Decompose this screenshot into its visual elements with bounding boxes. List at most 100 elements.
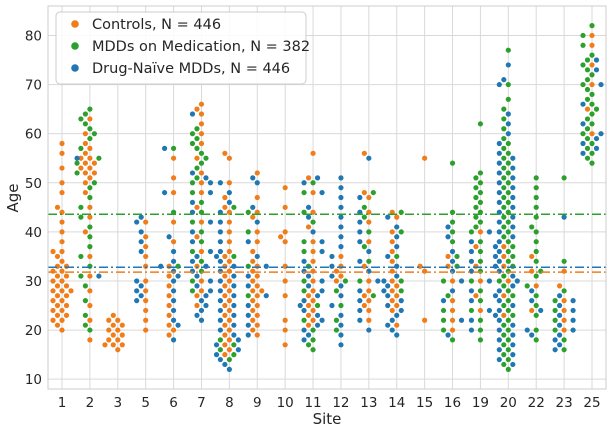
data-point bbox=[458, 317, 465, 323]
x-tick-label: 11 bbox=[304, 395, 321, 411]
data-point bbox=[449, 229, 456, 235]
data-point bbox=[394, 302, 400, 309]
data-point bbox=[245, 263, 251, 269]
y-tick-label: 80 bbox=[25, 28, 42, 44]
data-point bbox=[477, 239, 484, 245]
data-point bbox=[477, 278, 484, 284]
data-point bbox=[59, 278, 65, 284]
data-point bbox=[329, 253, 335, 260]
x-tick-label: 6 bbox=[169, 395, 178, 411]
data-point bbox=[314, 175, 321, 181]
data-point bbox=[305, 342, 312, 348]
data-point bbox=[82, 121, 88, 127]
data-point bbox=[63, 302, 70, 309]
data-point bbox=[510, 224, 516, 230]
data-point bbox=[589, 42, 595, 48]
data-point bbox=[589, 91, 595, 97]
data-point bbox=[510, 234, 516, 240]
data-point bbox=[305, 224, 312, 230]
data-point bbox=[361, 214, 367, 220]
data-point bbox=[561, 337, 567, 343]
data-point bbox=[319, 248, 325, 255]
data-point bbox=[59, 307, 65, 314]
data-point bbox=[342, 278, 349, 284]
data-point bbox=[78, 116, 84, 122]
data-point bbox=[194, 302, 200, 309]
data-point bbox=[59, 219, 65, 225]
legend-entry: Drug-Naïve MDDs, N = 446 bbox=[92, 61, 290, 77]
data-point bbox=[505, 347, 511, 353]
data-point bbox=[119, 332, 125, 338]
data-point bbox=[87, 145, 93, 151]
data-point bbox=[82, 229, 88, 235]
data-point bbox=[222, 312, 228, 318]
data-point bbox=[501, 116, 507, 122]
data-point bbox=[250, 258, 256, 264]
data-point bbox=[50, 268, 56, 274]
data-point bbox=[486, 307, 493, 314]
data-point bbox=[589, 72, 595, 78]
data-point bbox=[366, 239, 372, 245]
data-point bbox=[194, 126, 200, 132]
data-point bbox=[222, 361, 228, 368]
data-point bbox=[533, 214, 539, 220]
data-point bbox=[366, 298, 372, 304]
data-point bbox=[59, 239, 65, 245]
data-point bbox=[245, 332, 251, 338]
data-point bbox=[310, 229, 316, 235]
data-point bbox=[501, 194, 507, 201]
data-point bbox=[259, 288, 265, 294]
data-point bbox=[505, 239, 511, 245]
data-point bbox=[166, 302, 172, 309]
data-point bbox=[78, 155, 84, 161]
data-point bbox=[250, 268, 256, 274]
data-point bbox=[501, 263, 507, 269]
data-point bbox=[394, 214, 400, 220]
data-point bbox=[175, 273, 181, 279]
data-point bbox=[282, 239, 288, 245]
data-point bbox=[166, 234, 172, 240]
data-point bbox=[175, 322, 181, 328]
data-point bbox=[78, 214, 84, 220]
data-point bbox=[501, 126, 507, 132]
data-point bbox=[477, 229, 484, 235]
y-axis-title: Age bbox=[4, 183, 22, 212]
data-point bbox=[449, 268, 456, 274]
data-point bbox=[82, 150, 88, 156]
data-point bbox=[445, 253, 451, 260]
data-point bbox=[91, 131, 97, 137]
data-point bbox=[510, 342, 516, 348]
data-point bbox=[226, 366, 232, 372]
data-point bbox=[357, 229, 363, 235]
data-point bbox=[552, 347, 558, 353]
data-point bbox=[217, 239, 223, 245]
data-point bbox=[580, 62, 586, 68]
data-point bbox=[505, 317, 511, 323]
data-point bbox=[213, 342, 220, 348]
data-point bbox=[385, 322, 391, 328]
data-point bbox=[82, 312, 88, 318]
data-point bbox=[473, 194, 479, 201]
legend: Controls, N = 446 MDDs on Medication, N =… bbox=[55, 11, 310, 85]
data-point bbox=[473, 214, 479, 220]
data-point bbox=[505, 288, 511, 294]
data-point bbox=[449, 160, 456, 166]
x-tick-label: 12 bbox=[332, 395, 349, 411]
data-point bbox=[189, 258, 196, 264]
data-point bbox=[580, 42, 586, 48]
data-point bbox=[231, 322, 237, 328]
data-point bbox=[115, 317, 121, 323]
data-point bbox=[305, 312, 312, 318]
data-point bbox=[54, 322, 61, 328]
data-point bbox=[524, 327, 530, 333]
data-point bbox=[496, 239, 502, 245]
data-point bbox=[338, 194, 344, 201]
data-point bbox=[394, 293, 400, 299]
data-point bbox=[501, 244, 507, 250]
data-point bbox=[314, 312, 321, 318]
data-point bbox=[254, 332, 260, 338]
data-point bbox=[189, 288, 196, 294]
data-point bbox=[449, 288, 456, 294]
data-point bbox=[357, 278, 363, 284]
data-point bbox=[161, 189, 168, 196]
